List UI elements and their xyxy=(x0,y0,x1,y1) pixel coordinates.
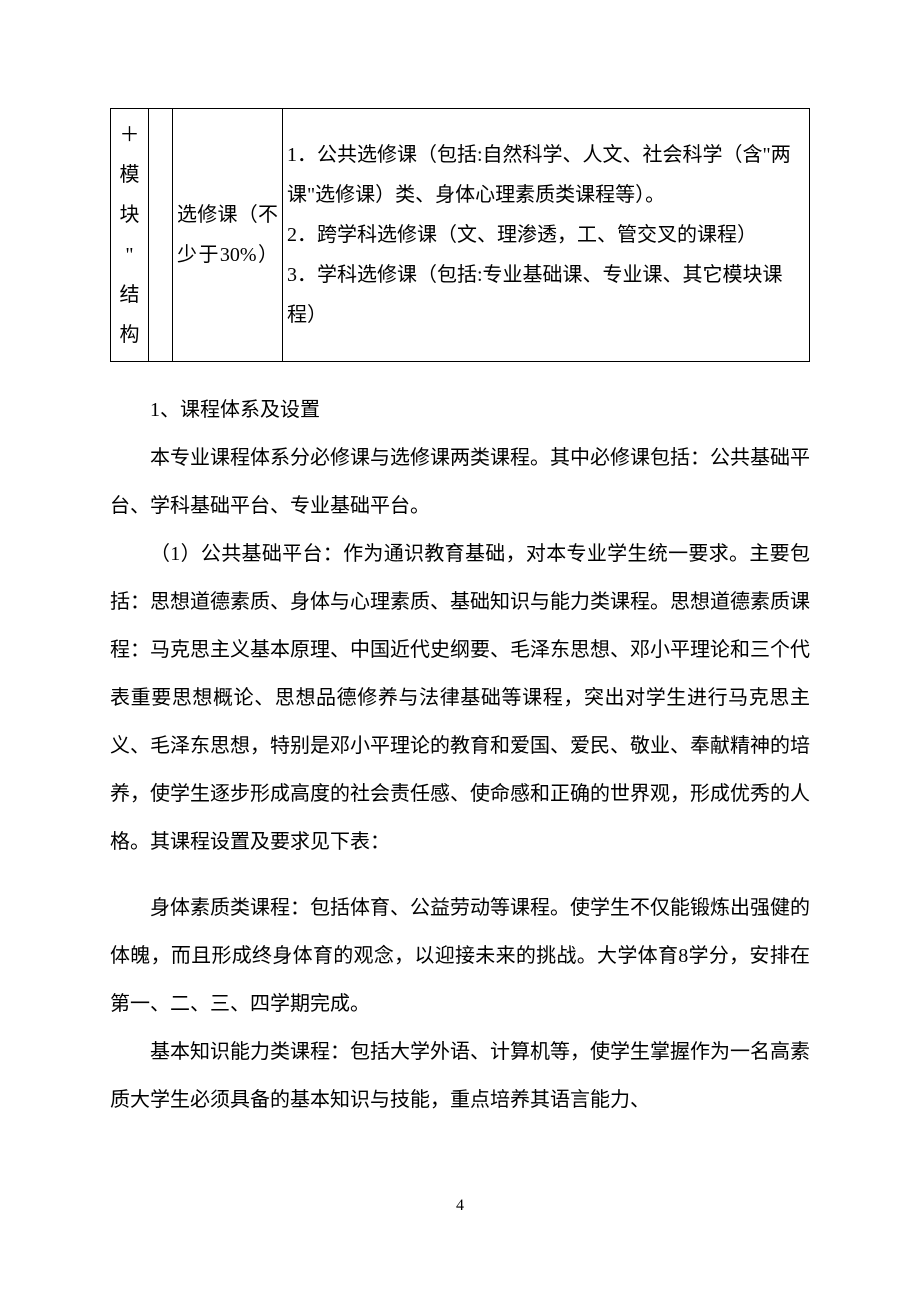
paragraph-body: （1）公共基础平台：作为通识教育基础，对本专业学生统一要求。主要包括：思想道德素… xyxy=(110,530,810,866)
cell-course-desc: 1．公共选修课（包括:自然科学、人文、社会科学（含"两课"选修课）类、身体心理素… xyxy=(283,109,810,362)
table-row: ＋模块"结构 选修课（不少于30%） 1．公共选修课（包括:自然科学、人文、社会… xyxy=(111,109,810,362)
paragraph-body: 身体素质类课程：包括体育、公益劳动等课程。使学生不仅能锻炼出强健的体魄，而且形成… xyxy=(110,884,810,1028)
cell-course-type: 选修课（不少于30%） xyxy=(173,109,283,362)
cell-label-vertical: ＋模块"结构 xyxy=(111,109,149,362)
page-number: 4 xyxy=(110,1194,810,1218)
paragraph-body: 本专业课程体系分必修课与选修课两类课程。其中必修课包括：公共基础平台、学科基础平… xyxy=(110,434,810,530)
structure-table: ＋模块"结构 选修课（不少于30%） 1．公共选修课（包括:自然科学、人文、社会… xyxy=(110,108,810,362)
heading-section: 1、课程体系及设置 xyxy=(110,386,810,434)
cell-empty xyxy=(149,109,173,362)
paragraph-body: 基本知识能力类课程：包括大学外语、计算机等，使学生掌握作为一名高素质大学生必须具… xyxy=(110,1028,810,1124)
